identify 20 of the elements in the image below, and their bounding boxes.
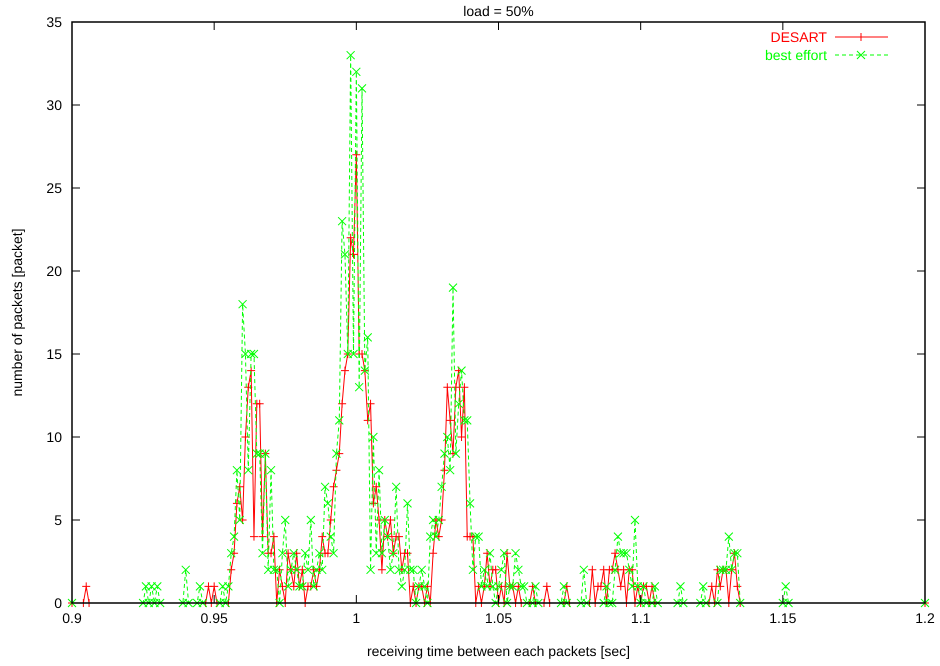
x-tick-label: 1.05	[484, 610, 512, 626]
y-tick-label: 20	[46, 263, 62, 279]
y-tick-label: 35	[46, 14, 62, 30]
x-tick-label: 1	[352, 610, 360, 626]
y-tick-label: 15	[46, 346, 62, 362]
y-tick-label: 25	[46, 180, 62, 196]
x-tick-label: 1.2	[915, 610, 935, 626]
x-tick-label: 0.9	[62, 610, 82, 626]
x-tick-label: 0.95	[200, 610, 228, 626]
y-tick-label: 5	[54, 512, 62, 528]
y-axis-title: number of packets [packet]	[9, 228, 25, 397]
y-tick-label: 30	[46, 97, 62, 113]
legend-label: DESART	[770, 29, 828, 45]
y-tick-label: 0	[54, 595, 62, 611]
x-tick-label: 1.1	[630, 610, 651, 626]
legend-label: best effort	[764, 47, 828, 63]
y-tick-label: 10	[46, 429, 62, 445]
chart-title: load = 50%	[463, 3, 534, 19]
x-tick-label: 1.15	[769, 610, 797, 626]
x-axis-title: receiving time between each packets [sec]	[366, 643, 630, 659]
